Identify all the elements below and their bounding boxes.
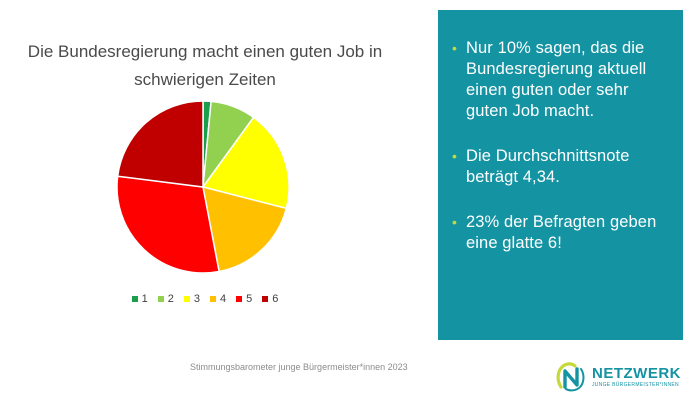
legend-item-6: 6: [262, 293, 278, 305]
logo-name: NETZWERK: [592, 364, 681, 382]
pie-slice-3: [201, 116, 290, 210]
source-footer: Stimmungsbarometer junge Bürgermeister*i…: [190, 362, 408, 372]
netzwerk-n-logo-icon: [556, 362, 585, 392]
legend-swatch: [131, 296, 138, 302]
legend-label: 3: [193, 293, 200, 305]
pie-slice-6: [116, 100, 204, 188]
info-bullet-3: • 23% der Befragten geben eine glatte 6!: [452, 212, 669, 254]
info-bullet-1: • Nur 10% sagen, das die Bundesregierung…: [452, 38, 669, 122]
legend-label: 4: [220, 293, 227, 305]
legend-swatch: [183, 296, 190, 302]
info-bullet-text: 23% der Befragten geben eine glatte 6!: [466, 213, 657, 252]
netzwerk-logo: NETZWERK JUNGE BÜRGERMEISTER*INNEN: [554, 360, 681, 394]
legend-swatch: [236, 296, 243, 302]
pie-slice-5: [116, 175, 220, 274]
info-bullet-text: Nur 10% sagen, das die Bundesregierung a…: [466, 39, 647, 120]
legend-label: 6: [272, 293, 279, 305]
chart-title-line-1: Die Bundesregierung macht einen guten Jo…: [27, 42, 383, 61]
legend-item-4: 4: [210, 293, 226, 305]
bullet-dot-icon: •: [452, 40, 458, 56]
pie-slice-4: [202, 185, 288, 273]
legend-swatch: [262, 296, 269, 302]
legend-label: 2: [167, 293, 174, 305]
legend-item-1: 1: [131, 293, 148, 305]
info-bullet-2: • Die Durchschnittsnote beträgt 4,34.: [452, 146, 669, 188]
info-panel: • Nur 10% sagen, das die Bundesregierung…: [438, 10, 683, 340]
legend-item-3: 3: [183, 293, 200, 305]
legend-item-5: 5: [236, 293, 252, 305]
bullet-dot-icon: •: [452, 214, 458, 230]
legend-swatch: [157, 296, 164, 302]
bullet-dot-icon: •: [452, 148, 458, 164]
chart-title: Die Bundesregierung macht einen guten Jo…: [0, 38, 410, 94]
legend-swatch: [210, 296, 216, 302]
chart-title-line-2: schwierigen Zeiten: [134, 70, 276, 89]
info-bullet-text: Die Durchschnittsnote beträgt 4,34.: [466, 147, 630, 186]
pie-chart: [116, 100, 290, 274]
chart-legend: 1 2 3 4 5 6: [0, 293, 410, 305]
legend-label: 1: [141, 293, 148, 305]
legend-label: 5: [246, 293, 253, 305]
logo-subtitle: JUNGE BÜRGERMEISTER*INNEN: [592, 381, 679, 388]
legend-item-2: 2: [157, 293, 174, 305]
